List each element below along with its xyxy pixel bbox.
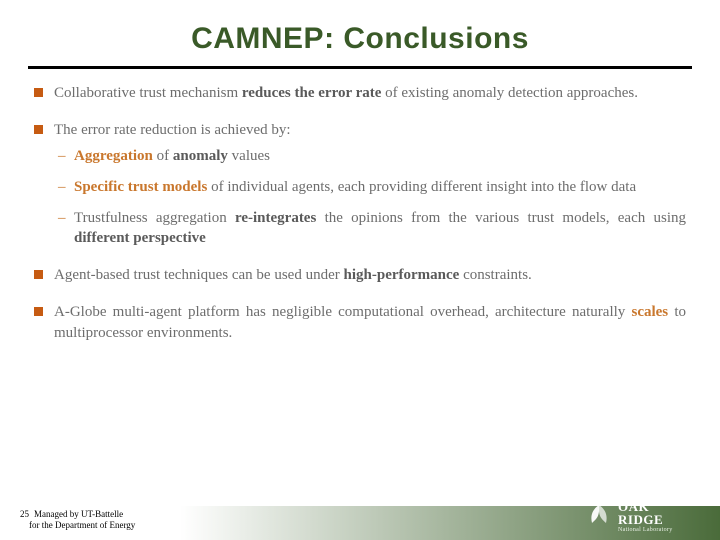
title-rule (28, 66, 692, 69)
highlight-text: anomaly (173, 148, 228, 164)
dash-icon: – (58, 208, 66, 229)
footer-line1: Managed by UT-Battelle (34, 509, 123, 519)
logo-text-block: OAK RIDGE National Laboratory (618, 500, 673, 533)
bullet-item: Collaborative trust mechanism reduces th… (34, 83, 686, 104)
bullet-list: Collaborative trust mechanism reduces th… (34, 83, 686, 343)
highlight-text: scales (631, 304, 668, 320)
footer-line2: for the Department of Energy (29, 520, 135, 530)
bullet-item: A-Globe multi-agent platform has negligi… (34, 302, 686, 343)
square-bullet-icon (34, 88, 43, 97)
page-number: 25 (20, 509, 34, 519)
content-area: Collaborative trust mechanism reduces th… (0, 83, 720, 343)
body-text: of existing anomaly detection approaches… (381, 85, 638, 101)
square-bullet-icon (34, 307, 43, 316)
dash-icon: – (58, 146, 66, 167)
square-bullet-icon (34, 125, 43, 134)
ornl-logo: OAK RIDGE National Laboratory (586, 496, 706, 536)
body-text: values (228, 148, 270, 164)
logo-text-top: OAK (618, 500, 673, 513)
body-text: constraints. (459, 267, 532, 283)
body-text: of (153, 148, 173, 164)
body-text: A-Globe multi-agent platform has negligi… (54, 304, 631, 320)
square-bullet-icon (34, 270, 43, 279)
body-text: Trustfulness aggregation (74, 210, 235, 226)
bullet-item: Agent-based trust techniques can be used… (34, 265, 686, 286)
sub-bullet-item: –Aggregation of anomaly values (54, 146, 686, 167)
bullet-item: The error rate reduction is achieved by:… (34, 120, 686, 249)
body-text: of individual agents, each providing dif… (207, 179, 636, 195)
highlight-text: Specific trust models (74, 179, 207, 195)
body-text: the opinions from the various trust mode… (316, 210, 686, 226)
sub-list: –Aggregation of anomaly values–Specific … (54, 146, 686, 249)
slide-title: CAMNEP: Conclusions (0, 0, 720, 56)
highlight-text: Aggregation (74, 148, 153, 164)
footer-text: 25Managed by UT-Battelle for the Departm… (20, 509, 135, 530)
highlight-text: re-integrates (235, 210, 316, 226)
footer: 25Managed by UT-Battelle for the Departm… (0, 488, 720, 540)
leaf-icon (586, 503, 612, 529)
sub-bullet-item: –Trustfulness aggregation re-integrates … (54, 208, 686, 249)
dash-icon: – (58, 177, 66, 198)
highlight-text: high-performance (344, 267, 460, 283)
logo-text-bottom: RIDGE (618, 513, 673, 526)
highlight-text: different perspective (74, 230, 206, 246)
highlight-text: reduces the error rate (242, 85, 382, 101)
logo-subtext: National Laboratory (618, 527, 673, 533)
slide: CAMNEP: Conclusions Collaborative trust … (0, 0, 720, 540)
body-text: Collaborative trust mechanism (54, 85, 242, 101)
sub-bullet-item: –Specific trust models of individual age… (54, 177, 686, 198)
body-text: The error rate reduction is achieved by: (54, 122, 291, 138)
body-text: Agent-based trust techniques can be used… (54, 267, 344, 283)
